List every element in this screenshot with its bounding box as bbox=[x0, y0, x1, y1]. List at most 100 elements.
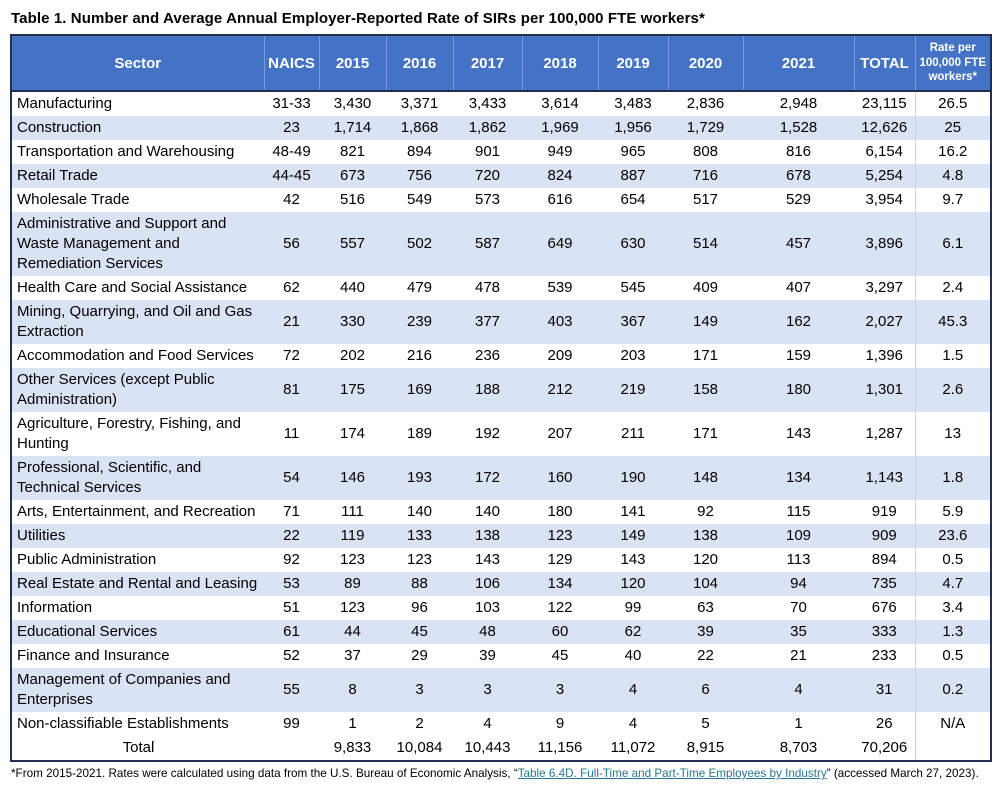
cell-2019: 149 bbox=[620, 527, 646, 544]
cell-2018: 616 bbox=[547, 191, 573, 208]
cell-naics: 55 bbox=[283, 681, 300, 698]
cell-2016: 502 bbox=[406, 235, 433, 252]
cell-2018: 9 bbox=[555, 715, 565, 732]
column-header-naics: NAICS bbox=[263, 35, 319, 91]
cell-2015: 44 bbox=[344, 623, 361, 640]
cell-naics: 42 bbox=[283, 191, 300, 208]
cell-naics: 53 bbox=[283, 575, 300, 592]
table-row: Transportation and Warehousing 48-49 821 89… bbox=[11, 140, 991, 164]
table-row: Educational Services 61 44 45 48 60 62 39 35 333 1… bbox=[11, 620, 991, 644]
cell-2019: 99 bbox=[624, 599, 642, 616]
cell-2018: 134 bbox=[547, 575, 573, 592]
cell-2017: 188 bbox=[474, 381, 501, 398]
cell-2021: 143 bbox=[785, 425, 812, 442]
footnote-source-link[interactable]: Table 6.4D. Full-Time and Part-Time Empl… bbox=[517, 767, 827, 780]
cell-2016: 2 bbox=[415, 715, 424, 732]
cell-2017: 587 bbox=[474, 235, 501, 252]
cell-2018: 60 bbox=[551, 623, 569, 640]
cell-rate: 23.6 bbox=[914, 524, 991, 548]
cell-naics: 62 bbox=[283, 279, 300, 296]
cell-2015: 174 bbox=[339, 425, 366, 442]
cell-total: 894 bbox=[871, 551, 897, 568]
table-row: Retail Trade 44-45 673 756 720 824 887 716 678 5,… bbox=[11, 164, 991, 188]
column-header-total: TOTAL bbox=[853, 35, 915, 91]
cell-sector: Professional, Scientific, and Technical … bbox=[17, 459, 202, 496]
cell-2016: 3,371 bbox=[400, 95, 439, 112]
cell-2020: 149 bbox=[692, 313, 719, 330]
cell-2019: 545 bbox=[620, 279, 646, 296]
cell-2016: 756 bbox=[406, 167, 433, 184]
cell-sector: Finance and Insurance bbox=[17, 647, 170, 664]
cell-2015: 821 bbox=[339, 143, 366, 160]
footnote-text-suffix: ” (accessed March 27, 2023). bbox=[826, 767, 979, 780]
cell-2019: 630 bbox=[620, 235, 646, 252]
cell-2017: 4 bbox=[483, 715, 492, 732]
cell-2015: 8 bbox=[348, 681, 357, 698]
cell-2017: 48 bbox=[479, 623, 496, 640]
cell-rate: 5.9 bbox=[914, 500, 991, 524]
cell-rate: 9.7 bbox=[914, 188, 991, 212]
cell-sector: Total bbox=[122, 739, 155, 756]
cell-total: 735 bbox=[871, 575, 897, 592]
table-row: Arts, Entertainment, and Recreation 71 111… bbox=[11, 500, 991, 524]
cell-2020: 8,915 bbox=[686, 739, 725, 756]
cell-2019: 887 bbox=[620, 167, 646, 184]
cell-sector: Educational Services bbox=[17, 623, 158, 640]
cell-2017: 143 bbox=[474, 551, 501, 568]
table-row: Administrative and Support and Waste Man… bbox=[11, 212, 991, 276]
cell-rate: 0.2 bbox=[914, 668, 991, 712]
cell-total: 26 bbox=[875, 715, 893, 732]
cell-total: 3,954 bbox=[865, 191, 904, 208]
cell-sector: Management of Companies and Enterprises bbox=[17, 671, 231, 708]
cell-2020: 104 bbox=[692, 575, 719, 592]
cell-2017: 3 bbox=[483, 681, 492, 698]
cell-2021: 407 bbox=[785, 279, 812, 296]
table-body: Manufacturing 31-33 3,430 3,371 3,433 3,614 3,… bbox=[11, 91, 991, 761]
cell-sector: Wholesale Trade bbox=[17, 191, 130, 208]
table-row: Professional, Scientific, and Technical … bbox=[11, 456, 991, 500]
cell-2017: 3,433 bbox=[468, 95, 507, 112]
cell-rate: 0.5 bbox=[914, 548, 991, 572]
cell-2021: 113 bbox=[786, 551, 811, 568]
cell-2019: 965 bbox=[620, 143, 646, 160]
table-row: Health Care and Social Assistance 62 440 47… bbox=[11, 276, 991, 300]
cell-2018: 403 bbox=[547, 313, 573, 330]
cell-total: 12,626 bbox=[861, 119, 908, 136]
cell-rate: 3.4 bbox=[914, 596, 991, 620]
cell-2020: 6 bbox=[701, 681, 710, 698]
cell-2015: 89 bbox=[344, 575, 361, 592]
cell-naics: 51 bbox=[283, 599, 300, 616]
cell-2019: 1,956 bbox=[614, 119, 652, 136]
cell-total: 31 bbox=[875, 681, 893, 698]
cell-2016: 29 bbox=[411, 647, 428, 664]
cell-2017: 901 bbox=[474, 143, 501, 160]
cell-rate: 16.2 bbox=[914, 140, 991, 164]
cell-total: 676 bbox=[871, 599, 897, 616]
cell-2016: 169 bbox=[406, 381, 433, 398]
cell-2017: 720 bbox=[474, 167, 501, 184]
cell-2018: 1,969 bbox=[541, 119, 579, 136]
cell-2017: 1,862 bbox=[468, 119, 507, 136]
cell-sector: Agriculture, Forestry, Fishing, and Hunt… bbox=[17, 415, 241, 452]
cell-naics: 48-49 bbox=[272, 143, 311, 160]
cell-2019: 654 bbox=[620, 191, 646, 208]
cell-2017: 172 bbox=[474, 469, 501, 486]
cell-sector: Health Care and Social Assistance bbox=[17, 279, 248, 296]
cell-sector: Public Administration bbox=[17, 551, 157, 568]
cell-2020: 1,729 bbox=[686, 119, 725, 136]
cell-2017: 106 bbox=[474, 575, 501, 592]
cell-2016: 193 bbox=[406, 469, 433, 486]
cell-total: 233 bbox=[871, 647, 897, 664]
cell-total: 909 bbox=[871, 527, 897, 544]
column-header-2015: 2015 bbox=[318, 35, 386, 91]
cell-2017: 573 bbox=[474, 191, 501, 208]
cell-rate: 1.3 bbox=[914, 620, 991, 644]
cell-total: 1,143 bbox=[865, 469, 904, 486]
cell-2016: 479 bbox=[406, 279, 433, 296]
cell-2015: 175 bbox=[339, 381, 366, 398]
cell-rate: 6.1 bbox=[914, 212, 991, 276]
cell-2016: 239 bbox=[406, 313, 433, 330]
cell-2020: 63 bbox=[697, 599, 714, 616]
cell-2020: 22 bbox=[697, 647, 714, 664]
cell-rate bbox=[914, 736, 991, 761]
